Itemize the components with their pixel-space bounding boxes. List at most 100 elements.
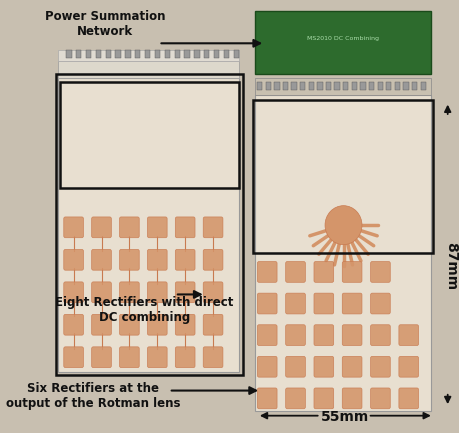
Bar [174,50,179,58]
Bar [58,61,238,78]
Bar [155,50,160,58]
Bar [394,82,399,90]
Circle shape [325,206,361,245]
Bar [254,11,431,74]
FancyBboxPatch shape [91,347,111,368]
FancyBboxPatch shape [341,356,361,377]
FancyBboxPatch shape [147,282,167,303]
FancyBboxPatch shape [398,325,418,346]
Bar [125,50,130,58]
Bar [254,78,431,95]
FancyBboxPatch shape [341,325,361,346]
Bar [274,82,279,90]
Text: MS2010 DC Combining: MS2010 DC Combining [307,36,378,41]
Bar [145,50,150,58]
FancyBboxPatch shape [64,217,83,238]
FancyBboxPatch shape [257,356,276,377]
FancyBboxPatch shape [398,356,418,377]
Bar [299,82,305,90]
FancyBboxPatch shape [147,347,167,368]
Bar [317,82,322,90]
FancyBboxPatch shape [285,388,305,409]
FancyBboxPatch shape [175,282,195,303]
FancyBboxPatch shape [91,249,111,270]
FancyBboxPatch shape [370,356,389,377]
FancyBboxPatch shape [313,293,333,314]
Bar [252,100,432,253]
FancyBboxPatch shape [147,217,167,238]
Bar [420,82,425,90]
Text: Six Rectifiers at the
output of the Rotman lens: Six Rectifiers at the output of the Rotm… [6,382,180,410]
FancyBboxPatch shape [203,282,223,303]
FancyBboxPatch shape [175,249,195,270]
FancyBboxPatch shape [313,262,333,282]
FancyBboxPatch shape [285,262,305,282]
FancyBboxPatch shape [175,217,195,238]
FancyBboxPatch shape [91,282,111,303]
Bar [282,82,287,90]
FancyBboxPatch shape [203,347,223,368]
FancyBboxPatch shape [91,217,111,238]
Bar [95,50,101,58]
Bar [213,50,219,58]
FancyBboxPatch shape [257,325,276,346]
Bar [135,50,140,58]
Bar [204,50,209,58]
Bar [164,50,170,58]
Bar [184,50,189,58]
FancyBboxPatch shape [398,388,418,409]
Bar [351,82,356,90]
Bar [66,50,72,58]
FancyBboxPatch shape [64,282,83,303]
Bar [291,82,296,90]
FancyBboxPatch shape [119,217,139,238]
Bar [403,82,408,90]
Bar [368,82,374,90]
Bar [377,82,382,90]
Text: Eight Rectifiers with direct
DC combining: Eight Rectifiers with direct DC combinin… [55,296,233,323]
Bar [342,82,347,90]
Bar [106,50,111,58]
Bar [233,50,238,58]
FancyBboxPatch shape [257,293,276,314]
FancyBboxPatch shape [341,262,361,282]
Bar [223,50,229,58]
FancyBboxPatch shape [285,293,305,314]
FancyBboxPatch shape [257,262,276,282]
Bar [56,74,242,375]
FancyBboxPatch shape [257,388,276,409]
FancyBboxPatch shape [203,217,223,238]
FancyBboxPatch shape [285,356,305,377]
Bar [334,82,339,90]
Bar [58,78,238,372]
FancyBboxPatch shape [341,388,361,409]
FancyBboxPatch shape [203,314,223,335]
Bar [385,82,391,90]
FancyBboxPatch shape [119,314,139,335]
FancyBboxPatch shape [119,249,139,270]
FancyBboxPatch shape [370,293,389,314]
Bar [265,82,270,90]
FancyBboxPatch shape [175,314,195,335]
Bar [58,50,238,61]
FancyBboxPatch shape [64,249,83,270]
Bar [115,50,121,58]
Bar [60,82,238,188]
Bar [257,82,262,90]
Bar [308,82,313,90]
Bar [254,95,431,411]
FancyBboxPatch shape [203,249,223,270]
Bar [359,82,365,90]
Bar [76,50,81,58]
FancyBboxPatch shape [370,325,389,346]
FancyBboxPatch shape [119,282,139,303]
FancyBboxPatch shape [341,293,361,314]
FancyBboxPatch shape [147,314,167,335]
Bar [325,82,330,90]
Text: 87mm: 87mm [443,242,457,291]
FancyBboxPatch shape [64,347,83,368]
FancyBboxPatch shape [64,314,83,335]
FancyBboxPatch shape [175,347,195,368]
FancyBboxPatch shape [370,388,389,409]
Text: 55mm: 55mm [320,410,369,423]
